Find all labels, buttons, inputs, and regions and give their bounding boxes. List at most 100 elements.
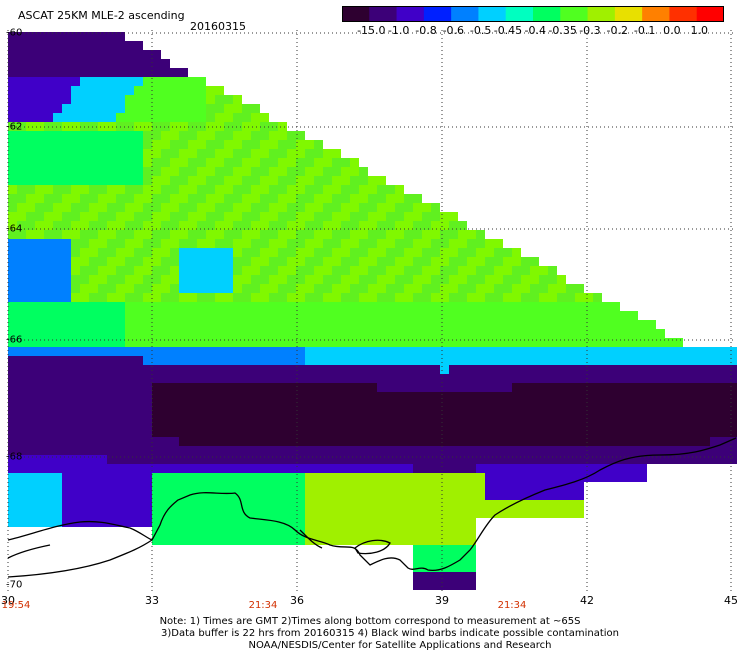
data-cell: [152, 257, 161, 266]
data-cell: [521, 338, 530, 347]
data-cell: [188, 410, 197, 419]
data-cell: [35, 158, 44, 167]
data-cell: [188, 194, 197, 203]
data-cell: [35, 194, 44, 203]
data-cell: [350, 428, 359, 437]
data-cell: [224, 293, 233, 302]
data-cell: [404, 221, 413, 230]
data-cell: [665, 356, 674, 365]
x-tick-label: 33: [145, 594, 159, 607]
data-cell: [125, 401, 134, 410]
data-cell: [260, 365, 269, 374]
data-cell: [683, 428, 692, 437]
data-cell: [170, 275, 179, 284]
data-cell: [683, 455, 692, 464]
data-cell: [206, 248, 215, 257]
data-cell: [656, 419, 665, 428]
data-cell: [206, 428, 215, 437]
data-cell: [152, 410, 161, 419]
colorbar-swatch: [505, 6, 534, 22]
data-cell: [341, 410, 350, 419]
data-cell: [152, 500, 161, 509]
data-cell: [44, 419, 53, 428]
data-cell: [539, 464, 548, 473]
data-cell: [350, 284, 359, 293]
data-cell: [17, 338, 26, 347]
data-cell: [539, 509, 548, 518]
data-cell: [440, 401, 449, 410]
data-cell: [143, 401, 152, 410]
data-cell: [395, 527, 404, 536]
data-cell: [575, 284, 584, 293]
colorbar-label: -0.4: [524, 24, 547, 37]
data-cell: [8, 239, 17, 248]
data-cell: [107, 59, 116, 68]
data-cell: [161, 455, 170, 464]
data-cell: [431, 203, 440, 212]
data-cell: [161, 356, 170, 365]
data-cell: [494, 275, 503, 284]
data-cell: [26, 239, 35, 248]
data-cell: [206, 158, 215, 167]
data-cell: [206, 302, 215, 311]
data-cell: [584, 473, 593, 482]
data-cell: [305, 140, 314, 149]
data-cell: [71, 374, 80, 383]
data-cell: [566, 302, 575, 311]
data-cell: [53, 437, 62, 446]
data-cell: [152, 518, 161, 527]
data-cell: [62, 239, 71, 248]
data-cell: [638, 419, 647, 428]
data-cell: [152, 248, 161, 257]
data-cell: [224, 464, 233, 473]
data-cell: [98, 419, 107, 428]
data-cell: [98, 311, 107, 320]
data-cell: [62, 266, 71, 275]
data-cell: [413, 482, 422, 491]
data-cell: [611, 473, 620, 482]
data-cell: [638, 455, 647, 464]
data-cell: [98, 140, 107, 149]
data-cell: [296, 320, 305, 329]
data-cell: [494, 401, 503, 410]
data-cell: [188, 536, 197, 545]
data-cell: [449, 464, 458, 473]
data-cell: [143, 473, 152, 482]
data-cell: [692, 383, 701, 392]
data-cell: [8, 518, 17, 527]
data-cell: [440, 473, 449, 482]
data-cell: [233, 401, 242, 410]
data-cell: [98, 500, 107, 509]
data-cell: [260, 419, 269, 428]
data-cell: [17, 509, 26, 518]
data-cell: [422, 383, 431, 392]
data-cell: [8, 284, 17, 293]
data-cell: [35, 329, 44, 338]
data-cell: [413, 221, 422, 230]
data-cell: [269, 473, 278, 482]
data-cell: [35, 212, 44, 221]
data-cell: [62, 185, 71, 194]
data-cell: [530, 410, 539, 419]
data-cell: [305, 437, 314, 446]
data-cell: [404, 491, 413, 500]
data-cell: [494, 383, 503, 392]
data-cell: [170, 122, 179, 131]
data-cell: [107, 437, 116, 446]
data-cell: [278, 338, 287, 347]
data-cell: [413, 527, 422, 536]
data-cell: [125, 464, 134, 473]
data-cell: [431, 338, 440, 347]
data-cell: [467, 464, 476, 473]
data-cell: [179, 257, 188, 266]
y-tick-label: -70: [6, 579, 23, 591]
data-cell: [611, 338, 620, 347]
data-cell: [134, 149, 143, 158]
data-cell: [62, 437, 71, 446]
data-cell: [458, 455, 467, 464]
data-cell: [305, 203, 314, 212]
data-cell: [134, 338, 143, 347]
data-cell: [449, 500, 458, 509]
data-cell: [125, 176, 134, 185]
data-cell: [206, 194, 215, 203]
